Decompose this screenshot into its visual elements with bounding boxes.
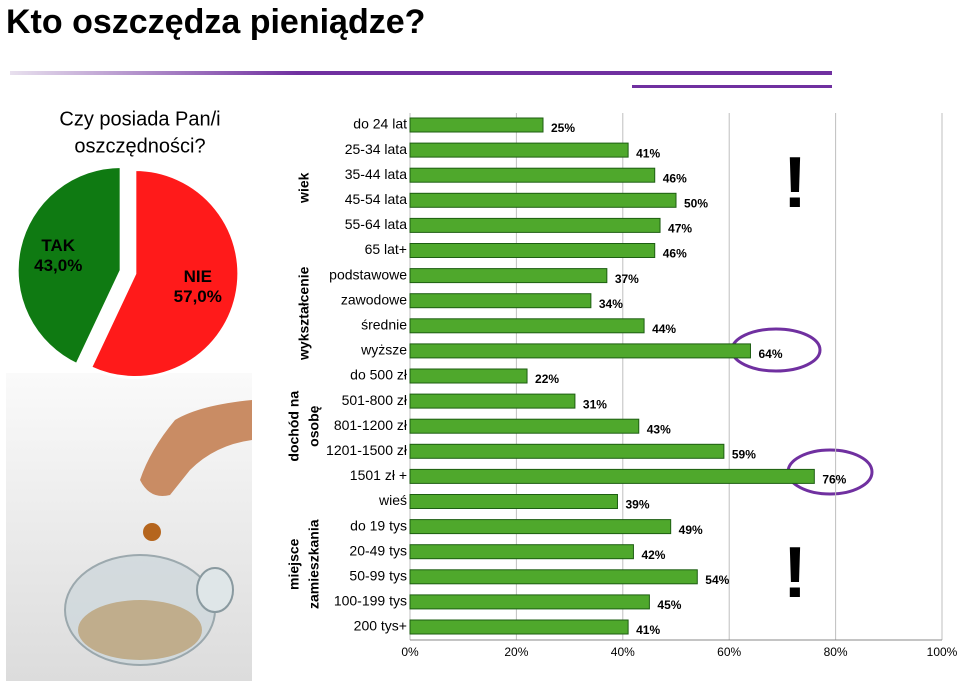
bar bbox=[409, 393, 576, 409]
category-label: 501-800 zł bbox=[342, 392, 408, 408]
bar bbox=[409, 544, 634, 560]
category-label: 20-49 tys bbox=[349, 542, 407, 558]
x-tick-label: 20% bbox=[504, 645, 528, 659]
bar bbox=[409, 443, 725, 459]
category-label: 45-54 lata bbox=[345, 191, 407, 207]
value-label: 39% bbox=[625, 498, 649, 512]
bar bbox=[409, 418, 640, 434]
group-label: zamieszkania bbox=[306, 519, 322, 609]
title-underline bbox=[10, 71, 832, 75]
category-label: wieś bbox=[378, 492, 407, 508]
bar bbox=[409, 368, 528, 384]
category-label: 100-199 tys bbox=[334, 593, 407, 609]
value-label: 31% bbox=[583, 397, 607, 411]
group-label: miejsce bbox=[286, 538, 302, 590]
photo bbox=[6, 373, 252, 681]
value-label: 47% bbox=[668, 222, 692, 236]
bar bbox=[409, 167, 656, 183]
value-label: 41% bbox=[636, 623, 660, 637]
x-tick-label: 100% bbox=[927, 645, 958, 659]
value-label: 34% bbox=[599, 297, 623, 311]
category-label: podstawowe bbox=[329, 266, 407, 282]
category-label: 1501 zł + bbox=[350, 467, 407, 483]
value-label: 25% bbox=[551, 121, 575, 135]
value-label: 43% bbox=[647, 422, 671, 436]
category-label: do 19 tys bbox=[350, 517, 407, 533]
pie-value-label: 43,0% bbox=[34, 256, 82, 275]
bar bbox=[409, 594, 650, 610]
value-label: 37% bbox=[615, 272, 639, 286]
bar bbox=[409, 293, 592, 309]
category-label: 65 lat+ bbox=[365, 241, 407, 257]
pie-title: Czy posiada Pan/i bbox=[59, 108, 220, 130]
value-label: 76% bbox=[822, 473, 846, 487]
bar bbox=[409, 268, 608, 284]
pie-slice bbox=[88, 168, 241, 379]
bar bbox=[409, 192, 677, 208]
bar bbox=[409, 142, 629, 158]
value-label: 46% bbox=[663, 171, 687, 185]
bar bbox=[409, 569, 698, 585]
category-label: średnie bbox=[361, 317, 407, 333]
pie-label: TAK bbox=[41, 236, 75, 255]
value-label: 59% bbox=[732, 447, 756, 461]
value-label: 54% bbox=[705, 573, 729, 587]
value-label: 41% bbox=[636, 146, 660, 160]
bar bbox=[409, 519, 672, 535]
pie-label: NIE bbox=[184, 267, 212, 286]
category-label: 25-34 lata bbox=[345, 141, 407, 157]
value-label: 45% bbox=[657, 598, 681, 612]
category-label: do 500 zł bbox=[350, 367, 408, 383]
category-label: 1201-1500 zł bbox=[326, 442, 408, 458]
title-underline-2 bbox=[632, 85, 832, 88]
group-label: osobę bbox=[306, 405, 322, 446]
group-label: dochód na bbox=[286, 391, 302, 462]
pie-slice bbox=[15, 164, 123, 367]
bar bbox=[409, 494, 618, 509]
value-label: 49% bbox=[679, 523, 703, 537]
category-label: 200 tys+ bbox=[354, 618, 407, 634]
annotation: ! bbox=[783, 143, 807, 223]
category-label: 801-1200 zł bbox=[334, 417, 408, 433]
category-label: 50-99 tys bbox=[349, 568, 407, 584]
pie-title: oszczędności? bbox=[74, 135, 205, 157]
bar bbox=[409, 318, 645, 334]
x-tick-label: 40% bbox=[611, 645, 635, 659]
bar bbox=[409, 619, 629, 635]
value-label: 44% bbox=[652, 322, 676, 336]
category-label: 55-64 lata bbox=[345, 216, 407, 232]
bar bbox=[409, 217, 661, 233]
value-label: 46% bbox=[663, 247, 687, 261]
group-label: wiek bbox=[296, 172, 312, 204]
x-tick-label: 80% bbox=[824, 645, 848, 659]
bar bbox=[409, 343, 751, 359]
bar bbox=[409, 243, 656, 258]
x-tick-label: 0% bbox=[401, 645, 419, 659]
x-tick-label: 60% bbox=[717, 645, 741, 659]
category-label: zawodowe bbox=[341, 291, 407, 307]
value-label: 42% bbox=[641, 548, 665, 562]
category-label: 35-44 lata bbox=[345, 166, 407, 182]
annotation: ! bbox=[783, 533, 807, 613]
category-label: wyższe bbox=[360, 342, 407, 358]
value-label: 22% bbox=[535, 372, 559, 386]
pie-value-label: 57,0% bbox=[174, 287, 222, 306]
value-label: 50% bbox=[684, 196, 708, 210]
value-label: 64% bbox=[758, 347, 782, 361]
category-label: do 24 lat bbox=[353, 116, 407, 132]
group-label: wykształcenie bbox=[296, 266, 312, 361]
bar bbox=[409, 117, 544, 133]
slide-title: Kto oszczędza pieniądze? bbox=[6, 3, 425, 41]
bar bbox=[409, 468, 815, 484]
